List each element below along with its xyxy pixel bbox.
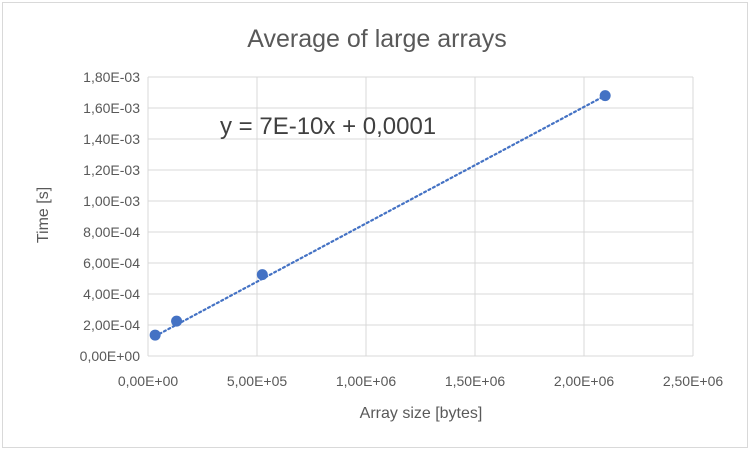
data-point — [171, 315, 183, 327]
chart-title: Average of large arrays — [247, 25, 506, 53]
data-point — [256, 269, 268, 281]
y-tick-label: 1,20E-03 — [83, 162, 140, 178]
y-tick-label: 2,00E-04 — [83, 317, 140, 333]
linear-trendline — [154, 94, 607, 338]
x-tick-label: 0,00E+00 — [118, 373, 179, 389]
y-axis-label: Time [s] — [35, 187, 52, 243]
x-tick-label: 2,50E+06 — [663, 373, 724, 389]
gridlines — [147, 76, 694, 357]
y-tick-label: 1,00E-03 — [83, 193, 140, 209]
data-points — [149, 90, 611, 341]
y-tick-label: 1,40E-03 — [83, 131, 140, 147]
data-point — [599, 90, 611, 102]
tick-labels: 0,00E+00 2,00E-04 4,00E-04 6,00E-04 8,00E-04… — [80, 69, 724, 389]
x-tick-label: 1,50E+06 — [445, 373, 506, 389]
x-tick-label: 2,00E+06 — [554, 373, 615, 389]
x-tick-label: 5,00E+05 — [227, 373, 288, 389]
y-tick-label: 1,60E-03 — [83, 100, 140, 116]
y-tick-label: 6,00E-04 — [83, 255, 140, 271]
y-tick-label: 4,00E-04 — [83, 286, 140, 302]
data-point — [149, 329, 161, 341]
y-tick-label: 8,00E-04 — [83, 224, 140, 240]
x-axis-label: Array size [bytes] — [360, 405, 483, 422]
trendline-layer — [154, 94, 607, 338]
y-tick-label: 0,00E+00 — [80, 348, 141, 364]
y-tick-label: 1,80E-03 — [83, 69, 140, 85]
trendline-equation: y = 7E-10x + 0,0001 — [220, 113, 436, 140]
x-tick-label: 1,00E+06 — [336, 373, 397, 389]
chart-frame — [2, 2, 748, 448]
